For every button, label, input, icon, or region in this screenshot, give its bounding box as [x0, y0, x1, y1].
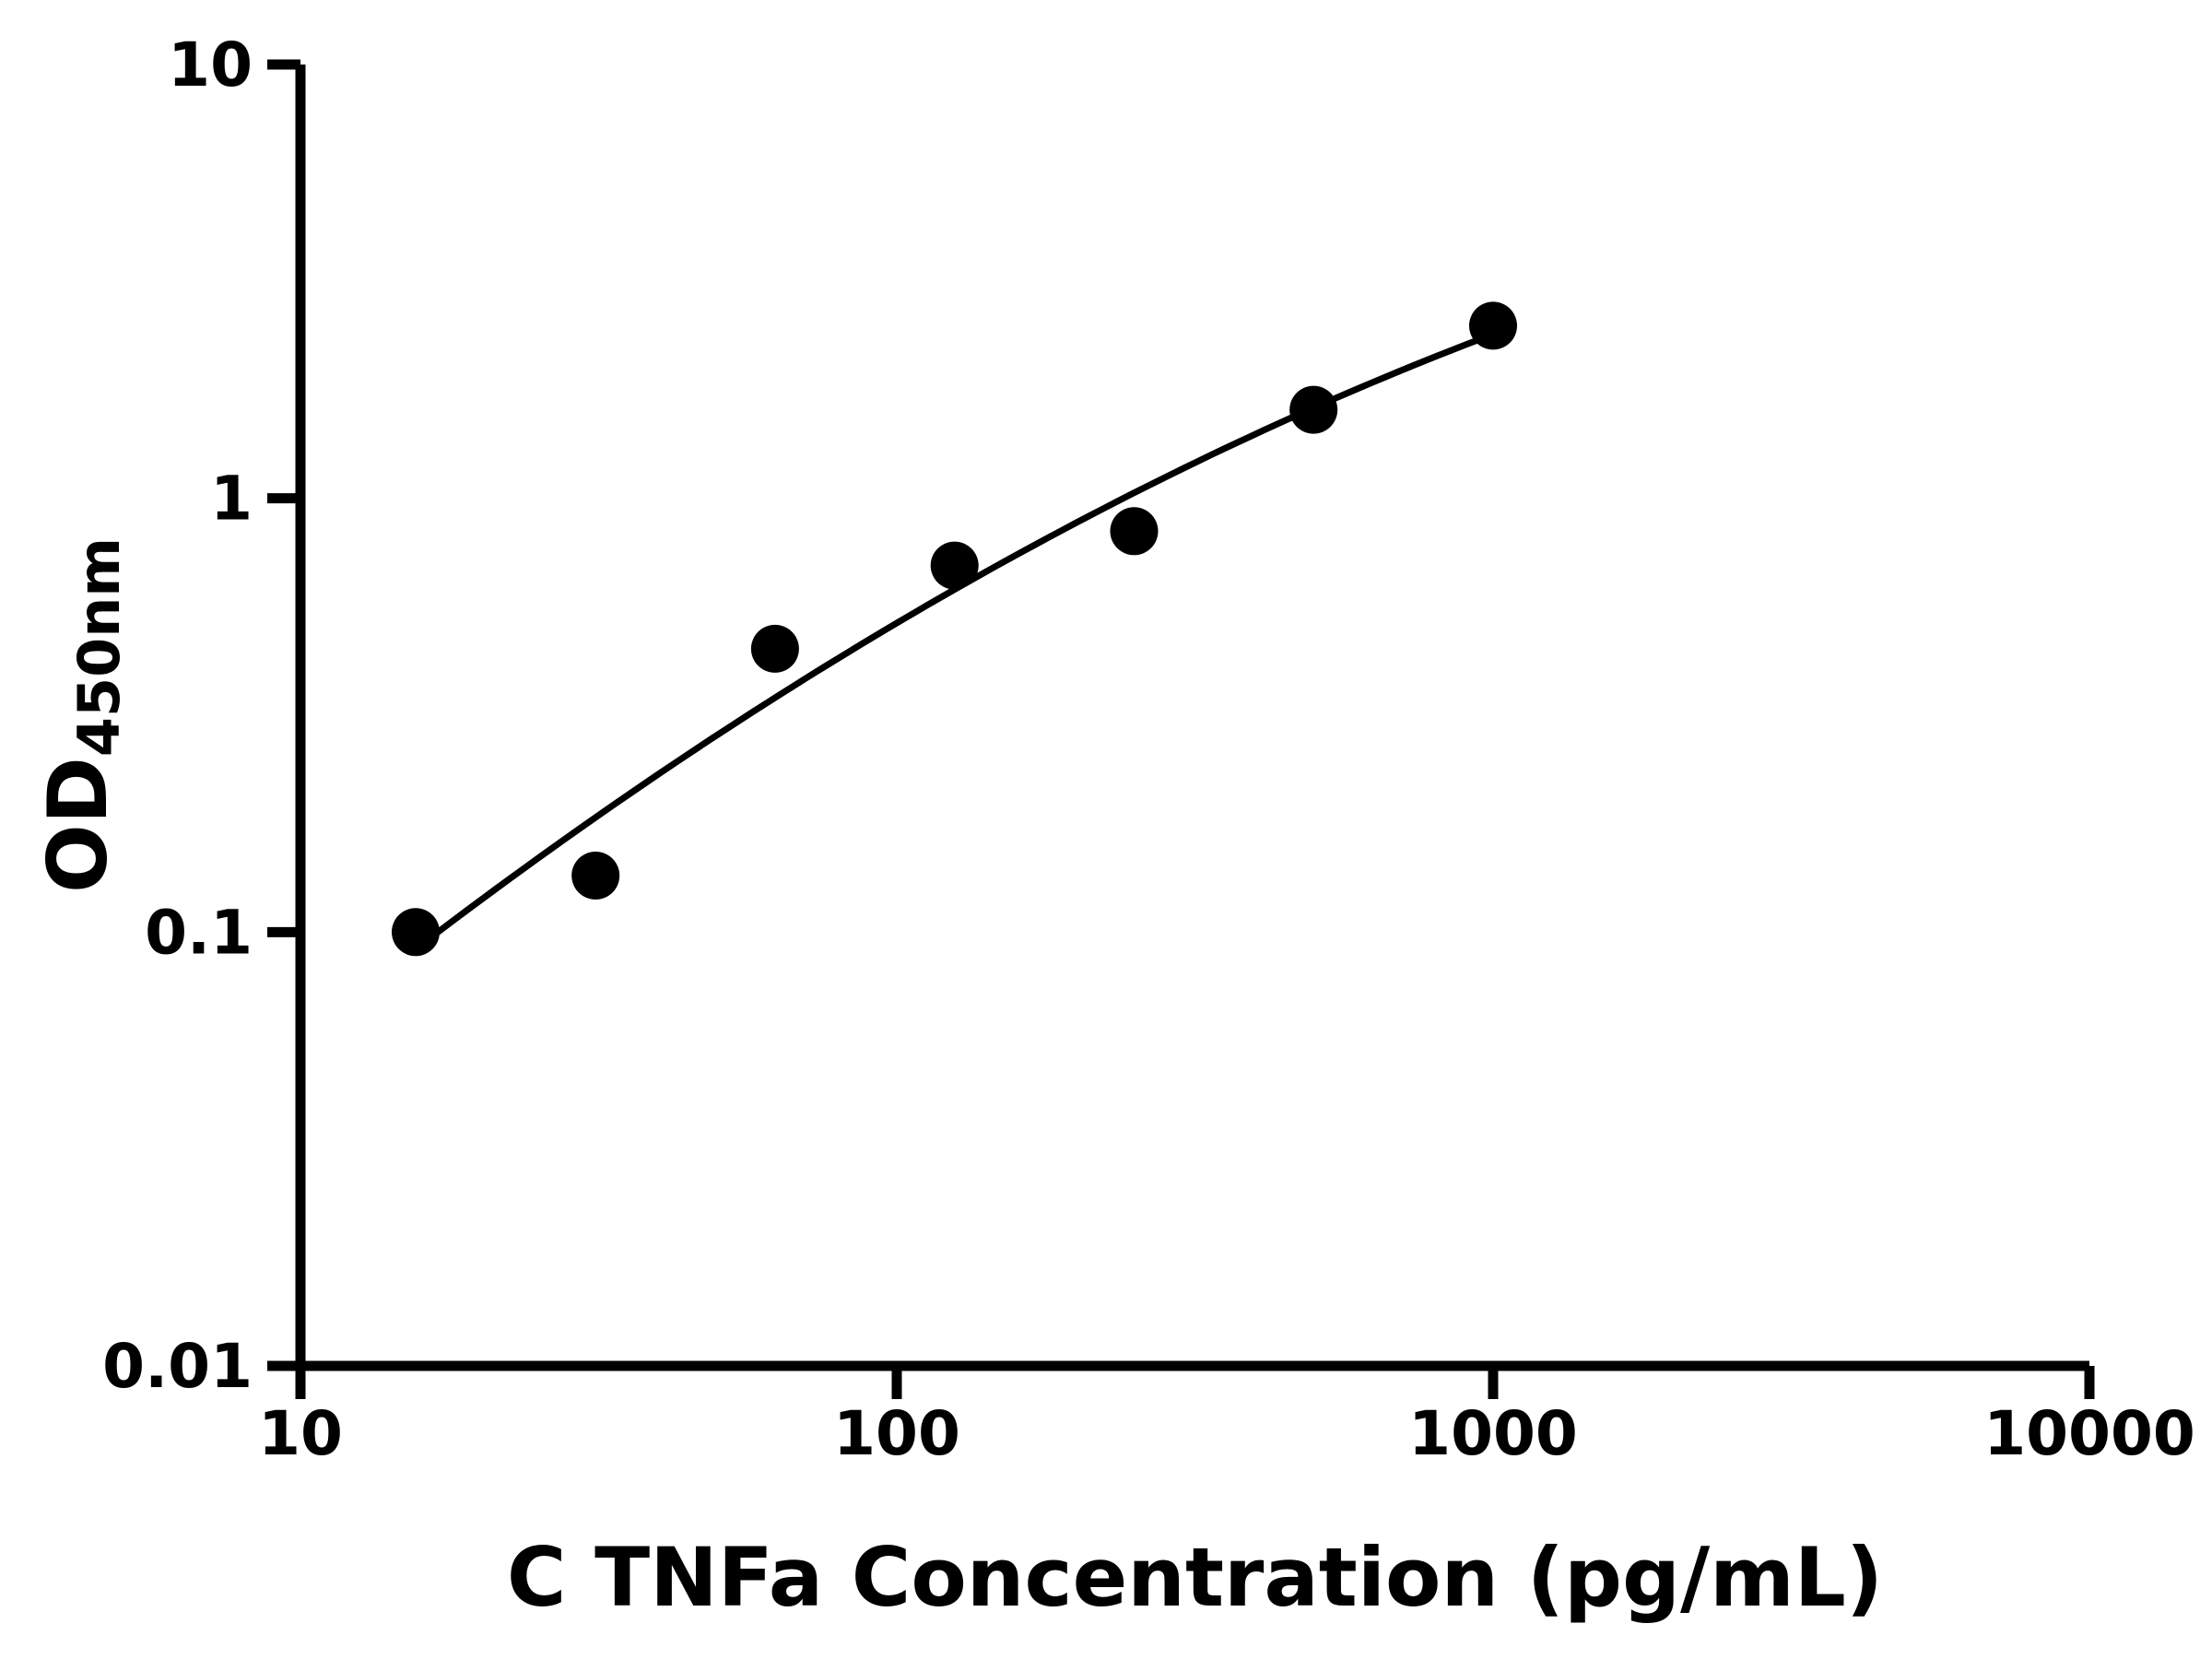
data-point — [930, 541, 979, 590]
fit-curve — [413, 331, 1495, 952]
x-tick-label: 10000 — [1983, 1398, 2195, 1469]
y-axis-title: OD450nm — [30, 537, 133, 893]
y-tick-label: 1 — [210, 464, 253, 535]
y-tick-label: 0.1 — [145, 897, 253, 968]
y-axis-title-subscript: 450nm — [65, 536, 133, 758]
data-point — [1469, 301, 1517, 350]
data-point — [1289, 385, 1338, 434]
data-point — [571, 852, 620, 900]
y-tick-label: 10 — [168, 29, 253, 100]
data-point — [392, 908, 440, 957]
x-tick-label: 1000 — [1408, 1398, 1578, 1469]
x-tick-label: 10 — [258, 1398, 343, 1469]
data-point — [1110, 507, 1159, 556]
x-axis-title: C TNFa Concentration (pg/mL) — [506, 1530, 1884, 1625]
y-tick-label: 0.01 — [102, 1331, 253, 1402]
y-axis-title-main: OD — [30, 757, 125, 894]
data-point — [750, 624, 799, 673]
x-tick-label: 100 — [833, 1398, 960, 1469]
